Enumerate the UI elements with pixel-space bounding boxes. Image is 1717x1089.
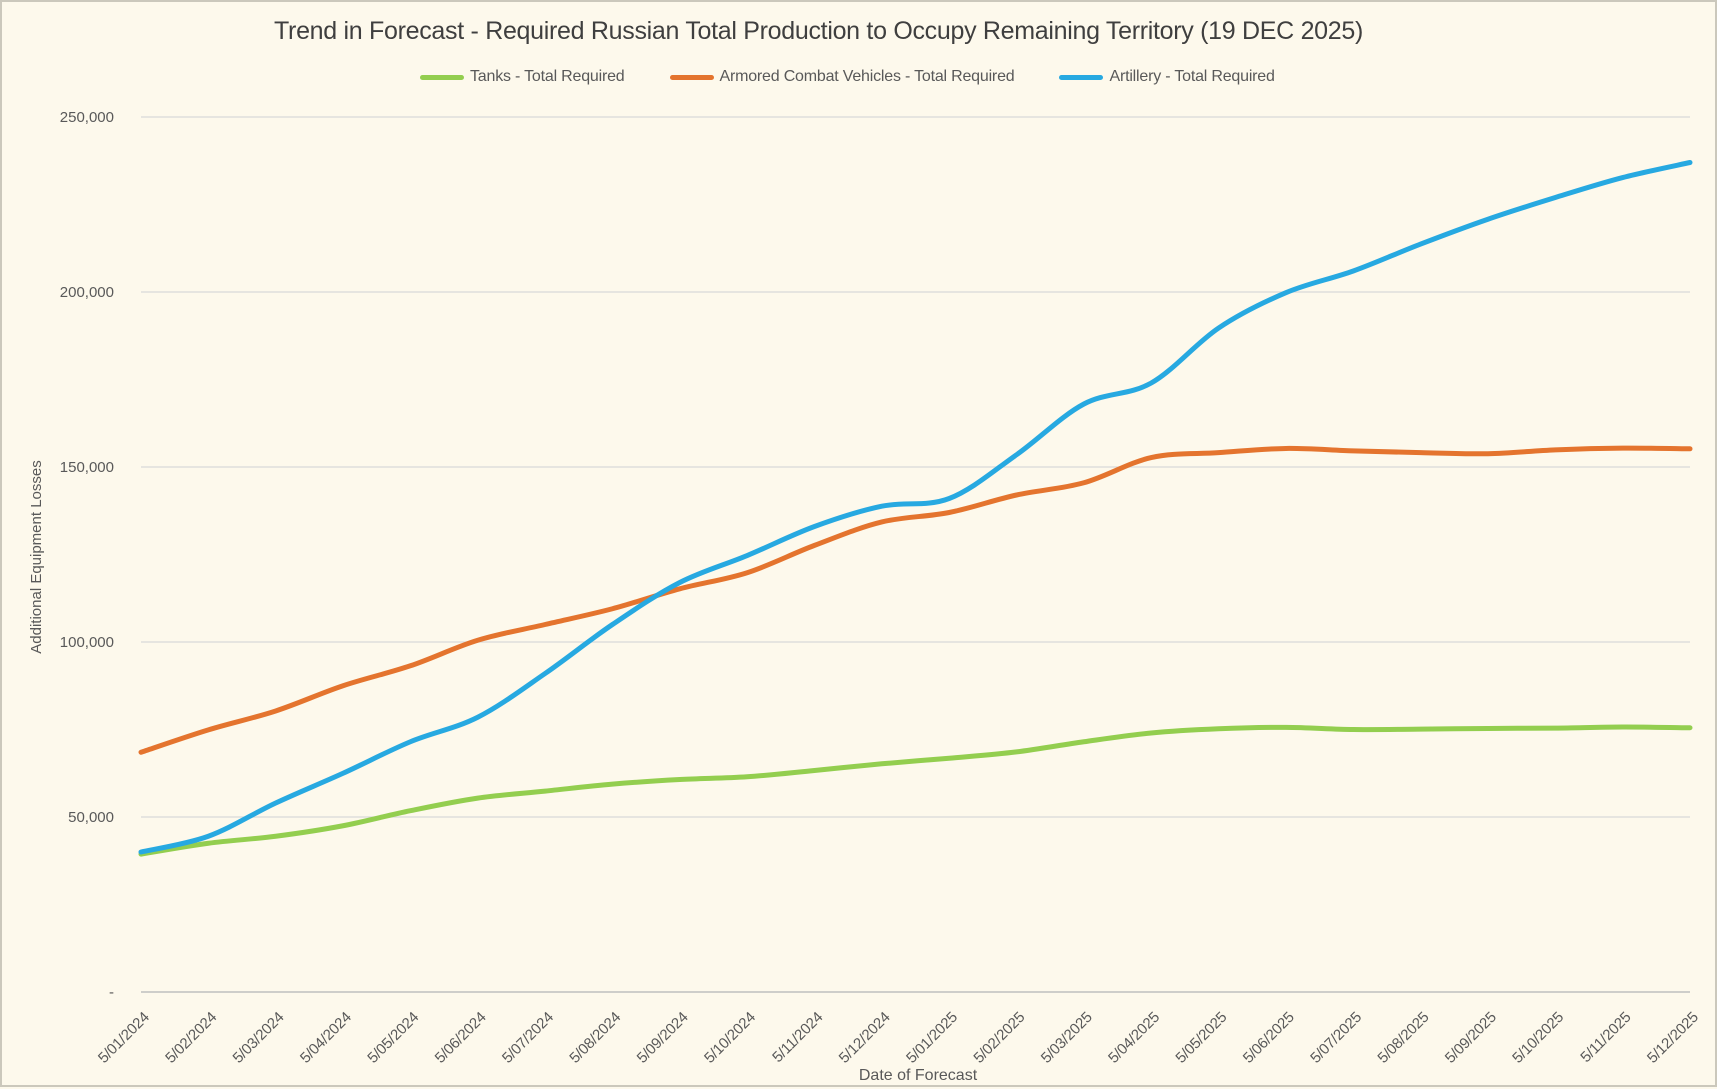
- y-tick-label: 250,000: [60, 109, 114, 126]
- x-tick-label: 5/08/2025: [1374, 1009, 1432, 1067]
- x-tick-label: 5/11/2025: [1577, 1009, 1634, 1066]
- x-tick-label: 5/02/2025: [970, 1009, 1028, 1067]
- y-axis-tick-labels: - 50,000 100,000 150,000 200,000 250,000: [60, 109, 114, 1001]
- x-tick-label: 5/04/2024: [297, 1009, 355, 1067]
- series-lines: [138, 160, 1693, 857]
- x-tick-label: 5/06/2025: [1240, 1009, 1298, 1067]
- y-tick-label: 100,000: [60, 634, 114, 651]
- series-line-2: [138, 160, 1693, 855]
- x-tick-label: 5/07/2025: [1307, 1009, 1365, 1067]
- x-tick-label: 5/10/2025: [1509, 1009, 1567, 1067]
- x-tick-label: 5/07/2024: [499, 1009, 557, 1067]
- y-tick-label: 150,000: [60, 459, 114, 476]
- x-tick-label: 5/05/2024: [364, 1009, 422, 1067]
- legend-label-artillery: Artillery - Total Required: [1109, 68, 1275, 85]
- x-axis-title: Date of Forecast: [859, 1067, 978, 1084]
- x-tick-label: 5/01/2025: [903, 1009, 961, 1067]
- x-tick-label: 5/05/2025: [1172, 1009, 1230, 1067]
- legend-label-acv: Armored Combat Vehicles - Total Required: [719, 68, 1015, 85]
- y-tick-label: 200,000: [60, 284, 114, 301]
- x-tick-label: 5/12/2024: [836, 1009, 894, 1067]
- x-tick-label: 5/09/2024: [634, 1009, 692, 1067]
- x-tick-label: 5/11/2024: [769, 1009, 826, 1066]
- x-tick-label: 5/03/2024: [230, 1009, 288, 1067]
- x-tick-label: 5/06/2024: [432, 1009, 490, 1067]
- legend-swatch-artillery-icon: [1059, 74, 1104, 80]
- gridlines: [141, 116, 1690, 993]
- x-tick-label: 5/01/2024: [95, 1009, 153, 1067]
- y-tick-label: 50,000: [68, 809, 114, 826]
- legend-entry-acv: Armored Combat Vehicles - Total Required: [669, 68, 1015, 86]
- legend-swatch-acv-icon: [669, 74, 714, 80]
- x-tick-label: 5/09/2025: [1442, 1009, 1500, 1067]
- legend-entry-tanks: Tanks - Total Required: [420, 68, 625, 86]
- series-line-1: [138, 445, 1693, 755]
- x-tick-label: 5/04/2025: [1105, 1009, 1163, 1067]
- series-line-0: [138, 724, 1693, 857]
- legend-label-tanks: Tanks - Total Required: [470, 68, 625, 85]
- x-tick-label: 5/10/2024: [701, 1009, 759, 1067]
- legend: Tanks - Total Required Armored Combat Ve…: [420, 68, 1275, 86]
- y-tick-label: -: [109, 984, 114, 1001]
- x-tick-label: 5/08/2024: [566, 1009, 624, 1067]
- legend-swatch-tanks-icon: [420, 74, 464, 80]
- x-tick-label: 5/03/2025: [1038, 1009, 1096, 1067]
- x-axis-tick-labels: 5/01/2024 5/02/2024 5/03/2024 5/04/2024 5/05…: [95, 1009, 1702, 1067]
- legend-entry-artillery: Artillery - Total Required: [1059, 68, 1275, 86]
- x-tick-label: 5/12/2025: [1644, 1009, 1702, 1067]
- chart-title: Trend in Forecast - Required Russian Tot…: [274, 17, 1364, 45]
- y-axis-title: Additional Equipment Losses: [28, 460, 45, 653]
- x-tick-label: 5/02/2024: [162, 1009, 220, 1067]
